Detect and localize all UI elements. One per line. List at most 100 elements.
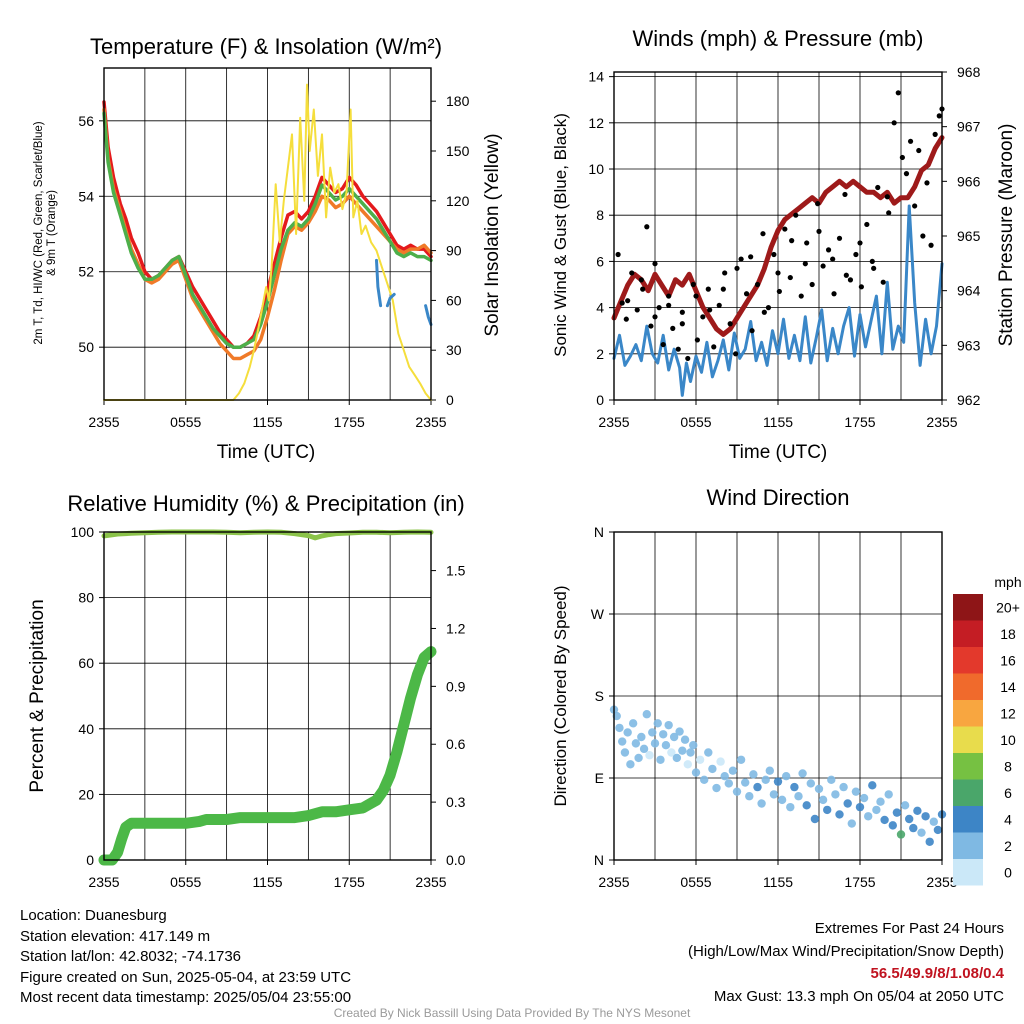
humidity-xtick-label: 2355 — [415, 874, 446, 890]
colorbar-swatch — [953, 753, 983, 780]
direction-point — [884, 790, 893, 799]
direction-point — [691, 768, 701, 777]
colorbar-label: 16 — [1000, 652, 1016, 668]
wind-gust-point — [789, 238, 795, 244]
wind-gust-point — [798, 293, 804, 299]
direction-point — [675, 727, 684, 736]
wind-gust-point — [615, 251, 621, 258]
temperature-title: Temperature (F) & Insolation (W/m²) — [90, 34, 442, 59]
direction-xtick-label: 1155 — [763, 874, 793, 890]
direction-point — [664, 720, 673, 730]
direction-ytick-label: E — [595, 770, 604, 786]
wind-gust-point — [629, 270, 635, 276]
direction-point — [839, 782, 848, 792]
direction-xtick-label: 0555 — [680, 874, 711, 890]
humidity-xtick-label: 1155 — [252, 874, 282, 890]
wind-gust-point — [920, 233, 926, 239]
direction-point — [620, 748, 630, 757]
wind-gust-point — [843, 272, 849, 278]
winds-ylabel-left: Sonic Wind & Gust (Blue, Black) — [551, 113, 570, 357]
wind-gust-point — [693, 293, 699, 299]
wind-gust-point — [820, 263, 826, 269]
wind-gust-point — [734, 265, 740, 271]
wind-gust-point — [634, 307, 640, 313]
direction-ytick-label: N — [594, 852, 604, 868]
wind-gust-point — [853, 251, 859, 258]
winds-y2tick-label: 964 — [957, 283, 981, 299]
wind-gust-point — [815, 201, 821, 207]
direction-point — [615, 723, 624, 733]
direction-point — [667, 748, 676, 757]
winds-ytick-label: 0 — [596, 392, 604, 408]
winds-xtick-label: 2355 — [598, 414, 629, 430]
temperature-series-line — [102, 107, 433, 361]
wind-gust-point — [711, 344, 717, 350]
wind-gust-point — [771, 251, 777, 258]
direction-point — [773, 777, 783, 786]
direction-point — [933, 825, 943, 835]
direction-point — [708, 764, 717, 774]
direction-point — [761, 775, 770, 785]
direction-point — [806, 779, 815, 788]
colorbar-label: 10 — [1000, 732, 1016, 748]
direction-point — [736, 755, 746, 764]
direction-point — [628, 719, 638, 728]
direction-point — [712, 783, 721, 793]
wind-gust-point — [875, 184, 881, 191]
extremes-values: 56.5/49.9/8/1.08/0.4 — [870, 965, 1004, 982]
direction-title: Wind Direction — [706, 485, 849, 510]
winds-y2tick-label: 962 — [957, 392, 981, 408]
wind-gust-point — [656, 305, 662, 311]
winds-ytick-label: 8 — [596, 207, 604, 223]
direction-point — [765, 766, 774, 775]
temperature-xtick-label: 2355 — [88, 414, 119, 430]
humidity-xtick-label: 0555 — [170, 874, 201, 890]
winds-ytick-label: 4 — [596, 300, 604, 316]
direction-ytick-label: N — [594, 524, 604, 540]
humidity-y2tick-label: 0.9 — [446, 678, 466, 694]
direction-point — [814, 784, 824, 794]
winds-title: Winds (mph) & Pressure (mb) — [633, 26, 924, 51]
wind-gust-point — [748, 254, 754, 260]
wind-gust-point — [679, 309, 685, 315]
winds-y2tick-label: 967 — [957, 119, 981, 135]
colorbar-label: 8 — [1004, 758, 1012, 774]
winds-ytick-label: 14 — [588, 69, 604, 85]
wind-gust-point — [660, 341, 666, 348]
humidity-y2tick-label: 0.6 — [446, 736, 466, 752]
direction-point — [749, 770, 758, 779]
direction-point — [769, 790, 779, 799]
wind-gust-point — [787, 274, 793, 281]
direction-ytick-label: S — [595, 688, 604, 704]
humidity-ytick-label: 60 — [78, 655, 94, 671]
humidity-xtick-label: 2355 — [88, 874, 119, 890]
temperature-ytick-label: 54 — [78, 188, 94, 204]
direction-point — [831, 790, 840, 799]
temperature-y2tick-label: 120 — [446, 193, 470, 209]
colorbar-label: 2 — [1004, 838, 1012, 854]
temperature-series-line — [375, 258, 383, 308]
direction-point — [626, 760, 635, 769]
direction-point — [618, 737, 627, 746]
wind-gust-point — [727, 321, 733, 327]
wind-gust-point — [802, 261, 808, 267]
winds-ylabel-right: Station Pressure (Maroon) — [996, 124, 1017, 347]
wind-gust-point — [765, 305, 772, 311]
direction-point — [823, 805, 832, 815]
direction-point — [672, 753, 682, 763]
direction-point — [656, 755, 665, 764]
winds-y2tick-label: 965 — [957, 228, 981, 244]
direction-xtick-label: 2355 — [926, 874, 957, 890]
direction-xtick-label: 1755 — [844, 874, 875, 890]
direction-point — [661, 741, 671, 750]
direction-point — [896, 830, 906, 839]
wind-gust-point — [670, 325, 676, 331]
direction-point — [669, 732, 679, 742]
direction-point — [851, 787, 861, 796]
direction-point — [818, 795, 828, 805]
direction-point — [872, 805, 881, 815]
direction-point — [757, 799, 766, 808]
direction-point — [653, 719, 662, 728]
colorbar-label: 14 — [1000, 679, 1016, 695]
temperature-ylabel-right: Solar Insolation (Yellow) — [482, 133, 503, 336]
